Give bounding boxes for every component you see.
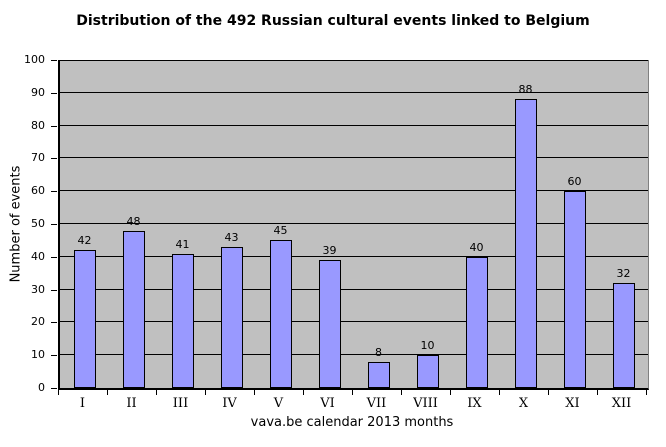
bar-value-label: 88 [518,83,533,97]
x-category-label: VII [366,396,387,411]
x-category-label: IV [222,396,237,411]
y-tick-mark [51,158,57,160]
y-tick-mark [51,60,57,61]
x-tick-mark [303,390,304,395]
x-category-label: XI [565,396,580,411]
bar-VI [318,260,341,388]
y-tick-mark [51,355,57,357]
x-tick-mark [401,390,402,395]
gridline [60,288,648,290]
bar-VIII [416,355,439,388]
y-tick-label: 0 [38,381,45,394]
gridline [60,223,648,224]
x-tick-mark [548,390,549,395]
y-tick-mark [51,289,57,291]
y-tick-label: 90 [31,85,45,99]
y-tick-label: 80 [31,118,45,132]
x-tick-mark [107,390,108,395]
bar-II [122,230,145,388]
bar-V [269,240,292,388]
x-tick-mark [499,390,500,395]
bar-value-label: 40 [469,240,484,254]
y-tick-mark [51,191,57,193]
y-tick-label: 50 [31,217,45,230]
bar-IX [465,256,488,388]
bar-VII [367,361,390,388]
x-category-label: XII [611,396,632,411]
chart-title: Distribution of the 492 Russian cultural… [76,13,590,29]
x-category-label: I [79,396,86,411]
bar-IV [220,246,243,388]
bar-value-label: 32 [616,267,631,281]
x-tick-mark [254,390,255,395]
y-tick-label: 30 [31,282,45,296]
x-tick-mark [156,390,157,395]
y-tick-label: 10 [31,348,45,362]
gridline [60,354,648,356]
bar-I [73,250,96,388]
x-tick-mark [205,390,206,395]
bar-value-label: 45 [273,224,288,238]
bar-value-label: 42 [77,234,92,248]
bar-XII [612,283,635,388]
x-tick-mark [597,390,598,395]
y-tick-mark [51,92,57,94]
gridline [60,157,648,159]
gridline [60,124,648,126]
y-tick-mark [51,125,57,127]
bar-value-label: 8 [375,345,382,359]
bar-value-label: 39 [322,244,337,258]
y-tick-mark [51,256,57,258]
bar-X [514,99,537,388]
y-tick-label: 40 [31,249,45,263]
bar-value-label: 43 [224,230,239,244]
bar-value-label: 10 [420,339,435,353]
x-category-label: V [273,396,284,411]
bar-value-label: 48 [126,214,141,228]
x-category-label: VI [320,396,335,411]
x-category-label: II [126,396,137,411]
x-tick-mark [450,390,451,395]
y-tick-mark [51,388,57,389]
x-axis-title: vava.be calendar 2013 months [250,415,454,430]
y-tick-label: 70 [31,151,45,165]
y-tick-mark [51,322,57,324]
gridline [60,190,648,192]
gridline [60,60,648,61]
y-tick-label: 100 [24,53,45,66]
y-tick-label: 20 [31,315,45,329]
x-tick-mark [646,390,647,395]
x-category-label: VIII [413,396,438,411]
gridline [60,255,648,257]
y-tick-label: 60 [31,184,45,198]
x-category-label: X [518,396,529,411]
x-category-label: IX [467,396,482,411]
bar-value-label: 41 [175,237,190,251]
plot-area: 42 48 41 43 45 39 8 10 40 88 60 32 [58,60,649,390]
x-tick-mark [58,390,59,395]
x-tick-mark [352,390,353,395]
x-category-label: III [172,396,189,411]
bar-XI [563,191,586,388]
bar-III [171,253,194,388]
gridline [60,321,648,323]
gridline [60,91,648,93]
bar-value-label: 60 [567,175,582,189]
y-tick-mark [51,224,57,225]
